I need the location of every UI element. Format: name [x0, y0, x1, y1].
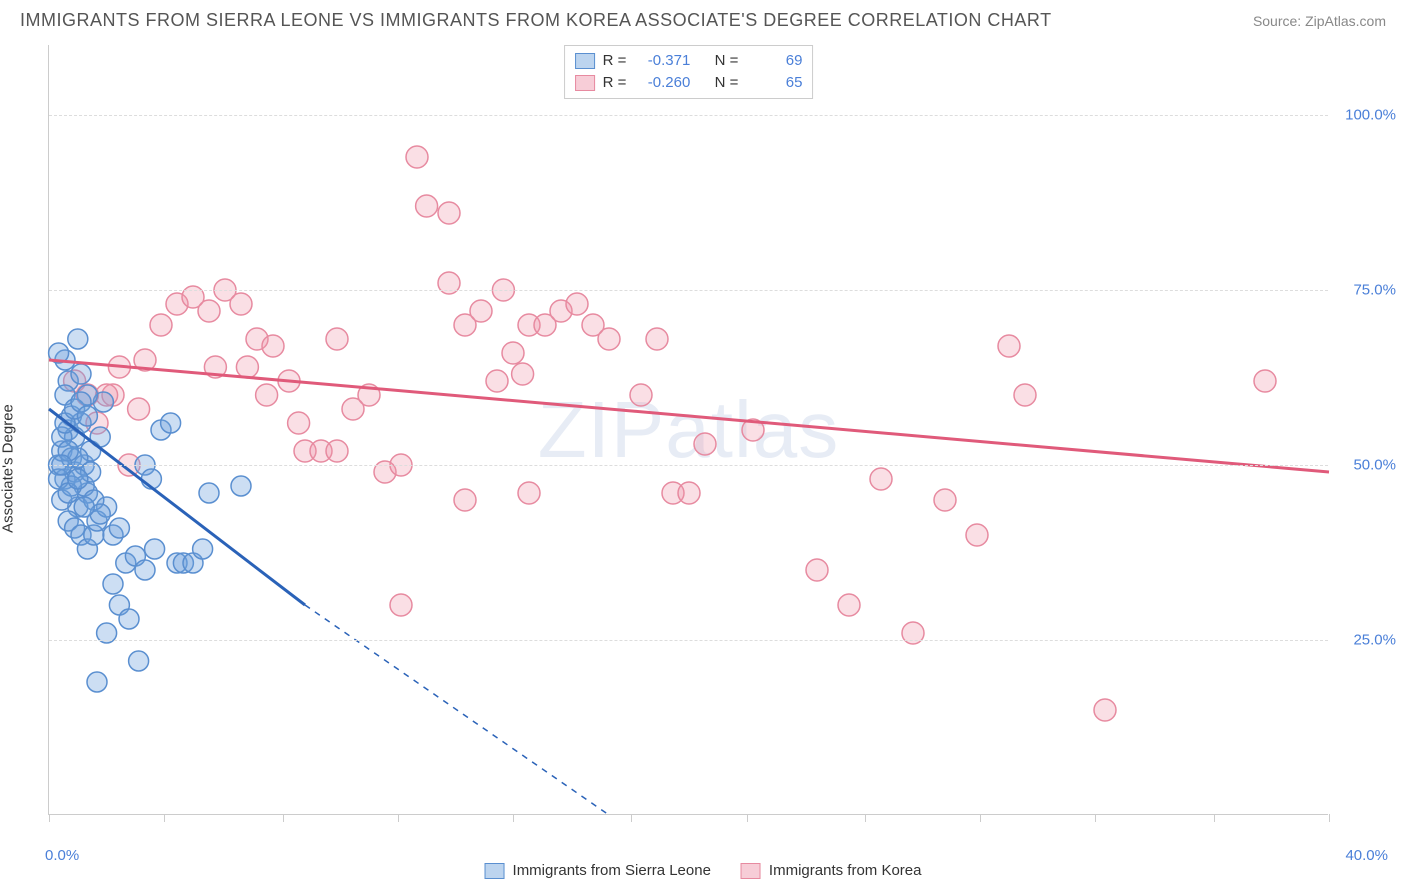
data-point [838, 594, 860, 616]
data-point [806, 559, 828, 581]
data-point [288, 412, 310, 434]
data-point [262, 335, 284, 357]
data-point [326, 440, 348, 462]
data-point [966, 524, 988, 546]
stats-legend: R = -0.371 N = 69 R = -0.260 N = 65 [564, 45, 814, 99]
data-point [438, 202, 460, 224]
data-point [87, 672, 107, 692]
data-point [231, 476, 251, 496]
data-point [998, 335, 1020, 357]
data-point [71, 364, 91, 384]
data-point [518, 482, 540, 504]
data-point [193, 539, 213, 559]
x-tick [398, 814, 399, 822]
data-point [236, 356, 258, 378]
n-value-korea: 65 [746, 72, 802, 94]
gridline [49, 290, 1328, 291]
data-point [934, 489, 956, 511]
y-tick-label: 100.0% [1336, 107, 1396, 124]
data-point [256, 384, 278, 406]
chart-source: Source: ZipAtlas.com [1253, 13, 1386, 29]
data-point [416, 195, 438, 217]
data-point [630, 384, 652, 406]
x-tick [164, 814, 165, 822]
r-value-sierra-leone: -0.371 [634, 50, 690, 72]
x-tick [747, 814, 748, 822]
data-point [199, 483, 219, 503]
x-max-label: 40.0% [1345, 847, 1388, 864]
data-point [406, 146, 428, 168]
x-tick [1214, 814, 1215, 822]
n-value-sierra-leone: 69 [746, 50, 802, 72]
x-tick [283, 814, 284, 822]
x-tick [865, 814, 866, 822]
data-point [68, 329, 88, 349]
chart-header: IMMIGRANTS FROM SIERRA LEONE VS IMMIGRAN… [0, 0, 1406, 35]
data-point [77, 406, 97, 426]
y-axis-label: Associate's Degree [0, 404, 17, 533]
y-tick-label: 25.0% [1336, 632, 1396, 649]
data-point [68, 469, 88, 489]
data-point [502, 342, 524, 364]
gridline [49, 115, 1328, 116]
data-point [198, 300, 220, 322]
x-min-label: 0.0% [45, 847, 79, 864]
data-point [870, 468, 892, 490]
plot-area: R = -0.371 N = 69 R = -0.260 N = 65 ZIPa… [48, 45, 1328, 815]
swatch-sierra-leone-bottom [485, 863, 505, 879]
data-point [1014, 384, 1036, 406]
data-point [103, 574, 123, 594]
data-point [145, 539, 165, 559]
data-point [74, 497, 94, 517]
data-point [470, 300, 492, 322]
data-point [109, 518, 129, 538]
data-point [486, 370, 508, 392]
chart-container: Associate's Degree R = -0.371 N = 69 R =… [0, 35, 1406, 885]
data-point [512, 363, 534, 385]
x-tick [631, 814, 632, 822]
data-point [646, 328, 668, 350]
data-point [326, 328, 348, 350]
stats-row-sierra-leone: R = -0.371 N = 69 [575, 50, 803, 72]
data-point [161, 413, 181, 433]
data-point [598, 328, 620, 350]
series-legend: Immigrants from Sierra Leone Immigrants … [485, 862, 922, 879]
x-tick [1095, 814, 1096, 822]
data-point [1094, 699, 1116, 721]
trend-line-extrapolated [305, 605, 609, 815]
data-point [390, 594, 412, 616]
legend-item-sierra-leone: Immigrants from Sierra Leone [485, 862, 711, 879]
x-tick [980, 814, 981, 822]
gridline [49, 640, 1328, 641]
data-point [230, 293, 252, 315]
data-point [128, 398, 150, 420]
data-point [1254, 370, 1276, 392]
data-point [135, 560, 155, 580]
legend-item-korea: Immigrants from Korea [741, 862, 922, 879]
data-point [678, 482, 700, 504]
swatch-sierra-leone [575, 53, 595, 69]
x-tick [1329, 814, 1330, 822]
x-tick [49, 814, 50, 822]
swatch-korea [575, 75, 595, 91]
x-tick [513, 814, 514, 822]
y-tick-label: 75.0% [1336, 282, 1396, 299]
chart-title: IMMIGRANTS FROM SIERRA LEONE VS IMMIGRAN… [20, 10, 1052, 31]
y-tick-label: 50.0% [1336, 457, 1396, 474]
data-point [150, 314, 172, 336]
gridline [49, 465, 1328, 466]
stats-row-korea: R = -0.260 N = 65 [575, 72, 803, 94]
data-point [454, 489, 476, 511]
swatch-korea-bottom [741, 863, 761, 879]
scatter-svg [49, 45, 1328, 814]
data-point [566, 293, 588, 315]
data-point [119, 609, 139, 629]
data-point [129, 651, 149, 671]
data-point [694, 433, 716, 455]
r-value-korea: -0.260 [634, 72, 690, 94]
trend-line [49, 360, 1329, 472]
